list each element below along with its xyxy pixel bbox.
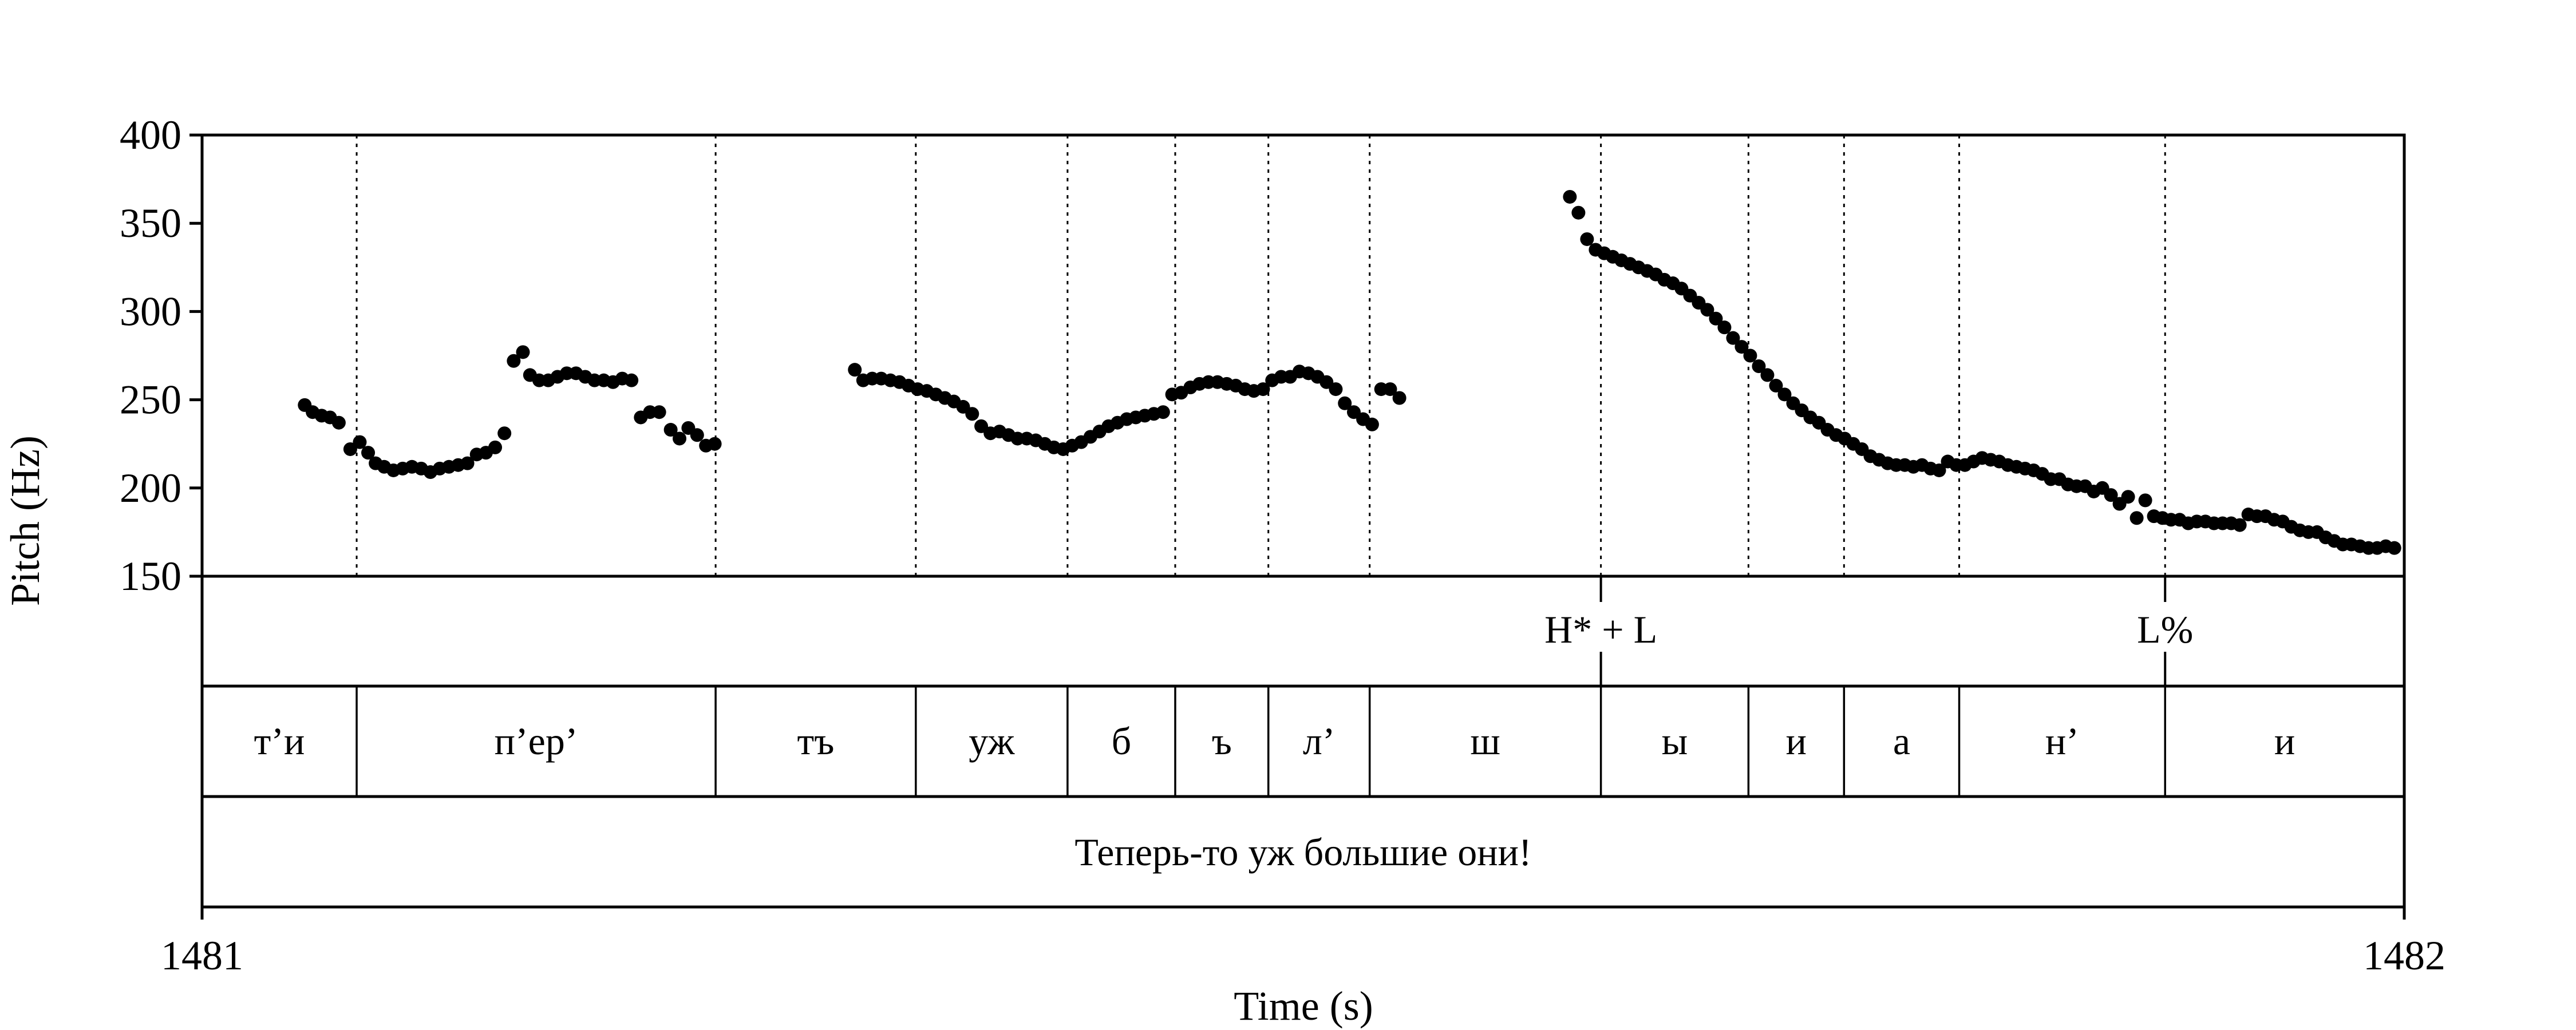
- pitch-point: [1329, 382, 1343, 397]
- segment-boundaries: [355, 135, 2167, 797]
- pitch-point: [1932, 463, 1946, 477]
- pitch-point: [1256, 382, 1270, 397]
- y-tick-label: 350: [120, 200, 181, 246]
- x-axis: 1481 1482: [161, 907, 2445, 978]
- tone-label: L%: [2137, 608, 2193, 651]
- pitch-point: [1571, 205, 1586, 220]
- pitch-point: [2129, 511, 2144, 525]
- tone-tier-frame: [200, 575, 2406, 688]
- segment-label: п’ер’: [495, 719, 578, 763]
- pitch-point: [1392, 391, 1406, 405]
- tier-labels: H* + L L% т’и п’ер’ тъ уж б ъ л’ ш ы и а н’ и Теперь-то…: [254, 608, 2296, 874]
- chart-frames: [200, 133, 2406, 909]
- pitch-point: [673, 431, 687, 446]
- pitch-point: [1752, 359, 1766, 374]
- pitch-point: [331, 415, 346, 430]
- tone-label: H* + L: [1544, 608, 1657, 651]
- pitch-point: [2233, 518, 2247, 532]
- segment-label: б: [1112, 719, 1132, 763]
- pitch-point: [497, 426, 512, 441]
- pitch-point: [1709, 311, 1723, 326]
- pitch-point: [2138, 493, 2152, 508]
- pitch-point: [1383, 382, 1397, 397]
- pitch-point: [663, 423, 678, 437]
- pitch-point: [343, 442, 357, 456]
- y-tick-label: 200: [120, 465, 181, 511]
- pitch-panel-frame: [200, 133, 2406, 578]
- pitch-point: [848, 363, 862, 377]
- pitch-point: [488, 440, 503, 454]
- pitch-point: [2121, 490, 2135, 504]
- segment-label: ш: [1470, 719, 1500, 763]
- pitch-point: [2104, 488, 2118, 502]
- pitch-point: [516, 345, 530, 359]
- x-tick-label: 1482: [2363, 933, 2445, 978]
- segment-label: уж: [969, 719, 1015, 763]
- pitch-point: [1717, 320, 1732, 335]
- segment-label: а: [1893, 719, 1910, 763]
- segment-label: т’и: [254, 719, 305, 763]
- utterance-label: Теперь-то уж большие они!: [1074, 830, 1531, 874]
- pitch-point: [1760, 368, 1775, 382]
- pitch-point: [1338, 396, 1352, 410]
- pitch-point: [2387, 541, 2401, 555]
- pitch-point: [652, 405, 666, 419]
- pitch-point: [1743, 348, 1757, 363]
- segment-label: л’: [1303, 719, 1336, 763]
- pitch-point: [1769, 378, 1783, 393]
- segment-label: ъ: [1212, 719, 1232, 763]
- pitch-point: [353, 435, 367, 449]
- y-tick-label: 150: [120, 553, 181, 599]
- pitch-point: [1563, 189, 1577, 204]
- pitch-points: [298, 189, 2401, 555]
- pitch-point: [625, 373, 639, 387]
- y-axis: 150 200 250 300 350 400: [120, 112, 202, 599]
- segment-label: н’: [2045, 719, 2079, 763]
- y-tick-label: 250: [120, 377, 181, 423]
- pitch-point: [1735, 340, 1749, 354]
- y-tick-label: 400: [120, 112, 181, 158]
- pitch-point: [965, 407, 979, 421]
- pitch-point: [1700, 303, 1714, 317]
- pitch-point: [1156, 405, 1170, 419]
- segment-label: тъ: [797, 719, 835, 763]
- y-axis-title: Pitch (Hz): [2, 435, 48, 606]
- segment-label: и: [2274, 719, 2295, 763]
- segment-label: и: [1786, 719, 1807, 763]
- pitch-point: [460, 456, 475, 470]
- pitch-point: [708, 437, 722, 451]
- pitch-point: [507, 354, 521, 368]
- pitch-point: [690, 428, 704, 442]
- x-tick-label: 1481: [161, 933, 243, 978]
- pitch-point: [1580, 232, 1594, 246]
- utterance-tier-frame: [200, 795, 2406, 909]
- pitch-point: [1726, 331, 1740, 345]
- pitch-point: [361, 446, 376, 460]
- pitch-point: [1365, 417, 1379, 431]
- y-tick-label: 300: [120, 288, 181, 334]
- segment-label: ы: [1662, 719, 1688, 763]
- pitch-point: [1777, 387, 1792, 402]
- x-axis-title: Time (s): [1234, 983, 1373, 1029]
